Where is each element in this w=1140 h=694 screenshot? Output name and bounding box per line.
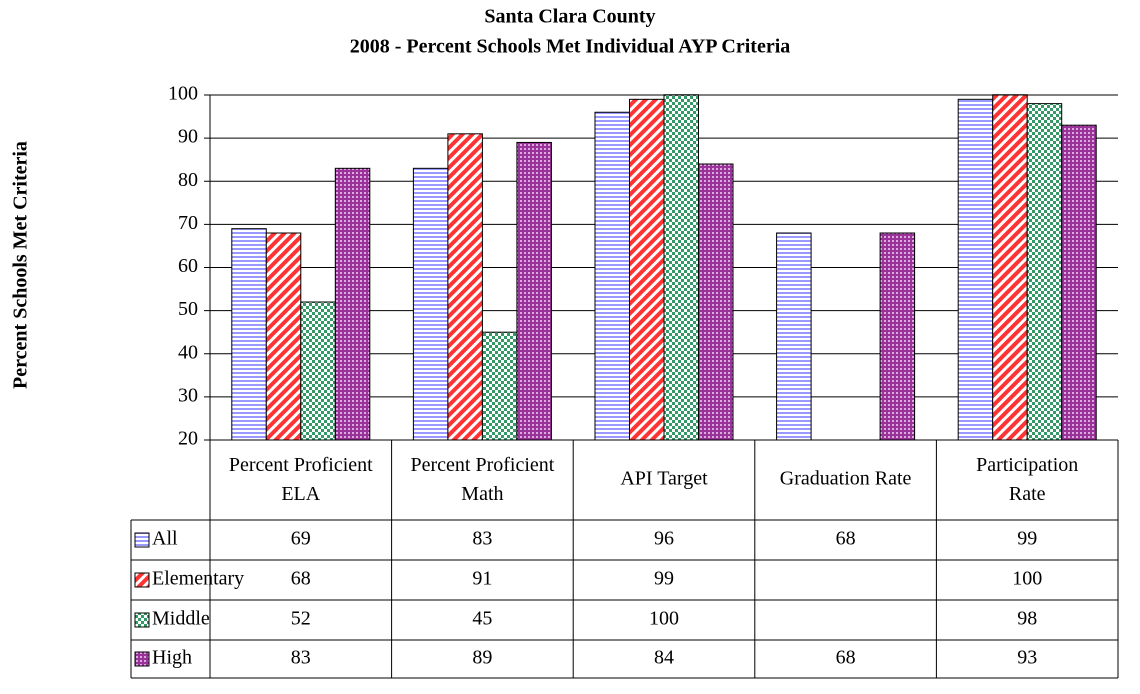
table-value: 83 bbox=[291, 647, 311, 669]
table-value: 84 bbox=[654, 647, 674, 669]
y-tick-label: 20 bbox=[178, 428, 198, 450]
table-value: 98 bbox=[1017, 608, 1037, 630]
bar bbox=[516, 141, 552, 441]
y-tick-label: 80 bbox=[178, 169, 198, 191]
table-value: 68 bbox=[836, 647, 856, 669]
y-tick-label: 90 bbox=[178, 126, 198, 148]
bar bbox=[1061, 124, 1097, 441]
table-value: 45 bbox=[472, 608, 492, 630]
y-tick-label: 40 bbox=[178, 341, 198, 363]
bar bbox=[1026, 103, 1063, 441]
table-value: 96 bbox=[654, 528, 674, 550]
table-value: 93 bbox=[1017, 647, 1037, 669]
bar bbox=[265, 232, 302, 441]
x-tick-label: Percent Proficient ELA bbox=[229, 454, 373, 505]
table-value: 99 bbox=[654, 568, 674, 590]
bar bbox=[992, 94, 1028, 441]
table-value: 100 bbox=[1012, 568, 1042, 590]
y-tick-label: 60 bbox=[178, 255, 198, 277]
y-tick-label: 100 bbox=[168, 83, 198, 105]
x-tick-label: Graduation Rate bbox=[780, 468, 912, 490]
table-value: 52 bbox=[291, 608, 311, 630]
x-tick-label: Participation Rate bbox=[976, 454, 1078, 505]
bar bbox=[663, 94, 700, 441]
table-value: 83 bbox=[472, 528, 492, 550]
bar bbox=[447, 133, 483, 441]
bar bbox=[594, 111, 630, 441]
legend-swatch bbox=[134, 532, 150, 548]
legend-label: High bbox=[152, 647, 192, 669]
table-value: 68 bbox=[291, 568, 311, 590]
bar bbox=[334, 167, 371, 441]
bar bbox=[231, 228, 267, 441]
bar bbox=[879, 232, 916, 441]
table-value: 69 bbox=[291, 528, 311, 550]
legend-label: Middle bbox=[152, 608, 210, 630]
bar bbox=[481, 331, 518, 441]
bar bbox=[300, 301, 336, 441]
y-tick-label: 50 bbox=[178, 298, 198, 320]
bar bbox=[776, 232, 812, 441]
y-tick-label: 30 bbox=[178, 384, 198, 406]
legend-swatch bbox=[134, 572, 150, 588]
table-value: 68 bbox=[836, 528, 856, 550]
y-tick-label: 70 bbox=[178, 212, 198, 234]
bar bbox=[957, 98, 994, 441]
legend-label: Elementary bbox=[152, 568, 244, 590]
legend-swatch bbox=[134, 651, 150, 667]
x-tick-label: API Target bbox=[620, 468, 708, 490]
y-axis-label: Percent Schools Met Criteria bbox=[10, 141, 32, 389]
table-value: 89 bbox=[472, 647, 492, 669]
bar bbox=[698, 163, 734, 441]
bar bbox=[628, 98, 665, 441]
chart-title: Santa Clara County bbox=[484, 6, 655, 28]
table-value: 99 bbox=[1017, 528, 1037, 550]
x-tick-label: Percent Proficient Math bbox=[410, 454, 554, 505]
legend-swatch bbox=[134, 612, 150, 628]
table-value: 91 bbox=[472, 568, 492, 590]
chart-subtitle: 2008 - Percent Schools Met Individual AY… bbox=[350, 36, 791, 58]
bar bbox=[412, 167, 449, 441]
table-value: 100 bbox=[649, 608, 679, 630]
legend-label: All bbox=[152, 528, 178, 550]
